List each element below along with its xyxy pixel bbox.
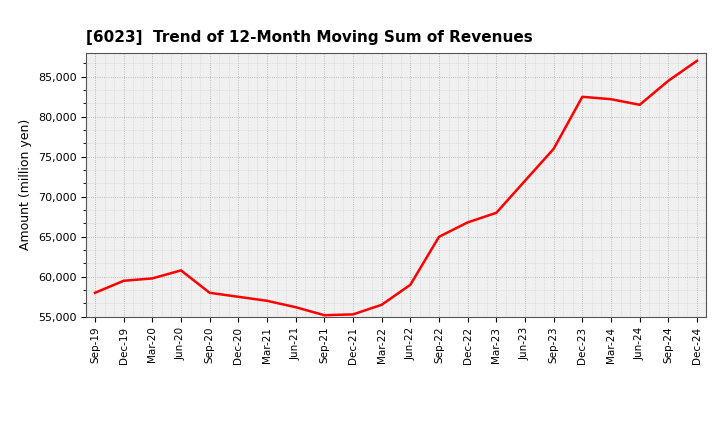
Y-axis label: Amount (million yen): Amount (million yen) xyxy=(19,119,32,250)
Text: [6023]  Trend of 12-Month Moving Sum of Revenues: [6023] Trend of 12-Month Moving Sum of R… xyxy=(86,29,533,45)
